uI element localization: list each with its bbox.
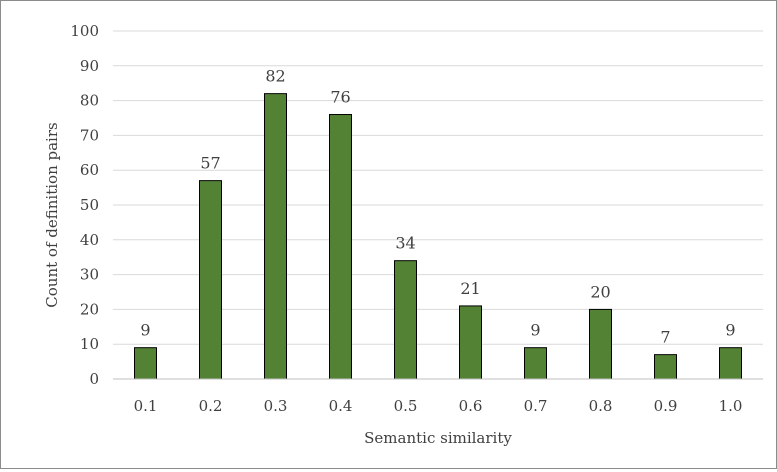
data-label-0.4: 76 [330,88,350,107]
x-axis-ticks: 0.1 0.2 0.3 0.4 0.5 0.6 0.7 0.8 0.9 1.0 [134,397,743,415]
x-tick-label-0.5: 0.5 [394,397,418,415]
y-tick-label: 40 [80,231,99,249]
y-tick-label: 10 [80,335,99,353]
y-tick-label: 30 [80,266,99,284]
x-tick-label-0.8: 0.8 [589,397,613,415]
data-label-0.5: 34 [395,234,415,253]
y-tick-label: 60 [80,161,99,179]
data-label-0.7: 9 [530,321,540,340]
y-tick-label: 20 [80,300,99,318]
x-tick-label-0.4: 0.4 [329,397,353,415]
data-label-0.8: 20 [590,282,610,301]
bar-0.6 [459,305,482,380]
bar-0.5 [394,260,417,380]
data-labels: 9 57 82 76 34 21 9 20 7 9 [140,67,735,347]
bar-1.0 [719,347,742,380]
y-tick-label: 0 [89,370,99,388]
x-tick-label-0.1: 0.1 [134,397,158,415]
bars [134,93,742,380]
x-tick-label-0.9: 0.9 [654,397,678,415]
data-label-1.0: 9 [725,321,735,340]
x-axis-title: Semantic similarity [364,429,512,447]
y-tick-label: 70 [80,126,99,144]
x-tick-label-0.6: 0.6 [459,397,483,415]
data-label-0.1: 9 [140,321,150,340]
y-tick-label: 80 [80,92,99,110]
bar-0.4 [329,114,352,380]
x-tick-label-0.7: 0.7 [524,397,548,415]
y-tick-label: 100 [70,22,99,40]
bar-0.1 [134,347,157,380]
y-axis-title: Count of definition pairs [43,122,61,307]
bar-0.2 [199,180,222,380]
data-label-0.3: 82 [265,67,285,86]
bar-0.3 [264,93,287,380]
y-axis-ticks: 0 10 20 30 40 50 60 70 80 90 100 [70,22,99,388]
data-label-0.6: 21 [460,279,480,298]
x-tick-label-0.3: 0.3 [264,397,288,415]
x-tick-label-0.2: 0.2 [199,397,223,415]
bar-0.9 [654,354,677,380]
x-tick-label-1.0: 1.0 [719,397,743,415]
y-tick-label: 90 [80,57,99,75]
data-label-0.2: 57 [200,154,220,173]
data-label-0.9: 7 [660,328,670,347]
y-tick-label: 50 [80,196,99,214]
bar-0.7 [524,347,547,380]
bar-0.8 [589,308,612,380]
